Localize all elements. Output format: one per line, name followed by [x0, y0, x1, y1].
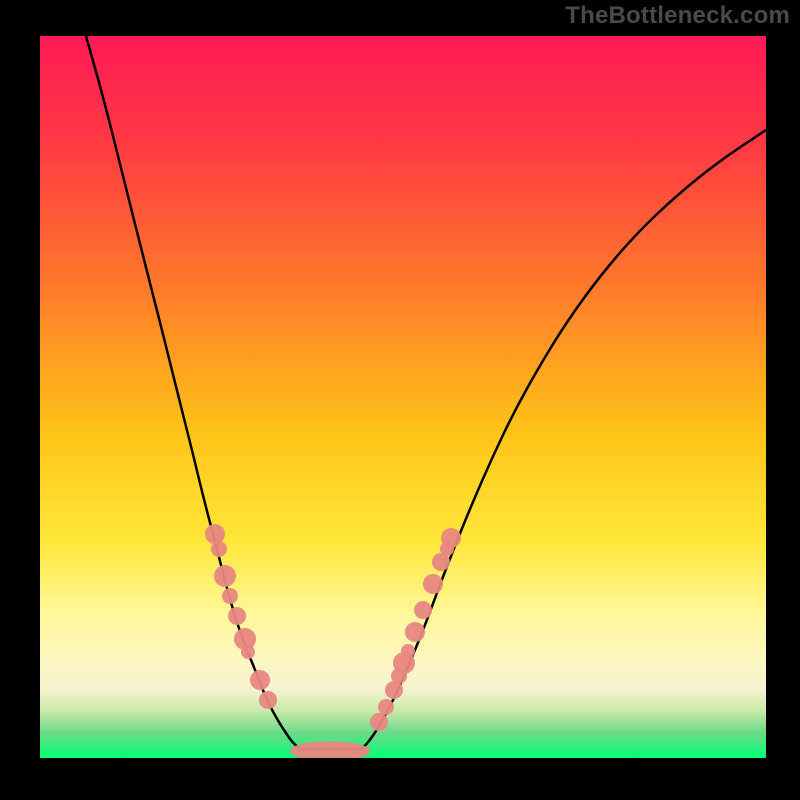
bead-left-1 [211, 541, 227, 557]
bead-left-6 [241, 645, 255, 659]
bead-right-1 [378, 699, 394, 715]
bead-left-7 [250, 670, 270, 690]
bead-left-2 [214, 565, 236, 587]
stage: TheBottleneck.com [0, 0, 800, 800]
bead-right-6 [405, 622, 425, 642]
bead-right-8 [423, 574, 443, 594]
chart-svg [40, 36, 766, 758]
watermark-text: TheBottleneck.com [565, 2, 790, 30]
bead-left-3 [222, 588, 238, 604]
bead-left-0 [205, 524, 225, 544]
bead-right-5 [401, 644, 415, 658]
bead-left-8 [259, 691, 277, 709]
bead-right-0 [370, 713, 388, 731]
bead-right-7 [414, 601, 432, 619]
plot-area [40, 36, 766, 758]
bead-right-11 [440, 542, 454, 556]
bead-left-4 [228, 607, 246, 625]
